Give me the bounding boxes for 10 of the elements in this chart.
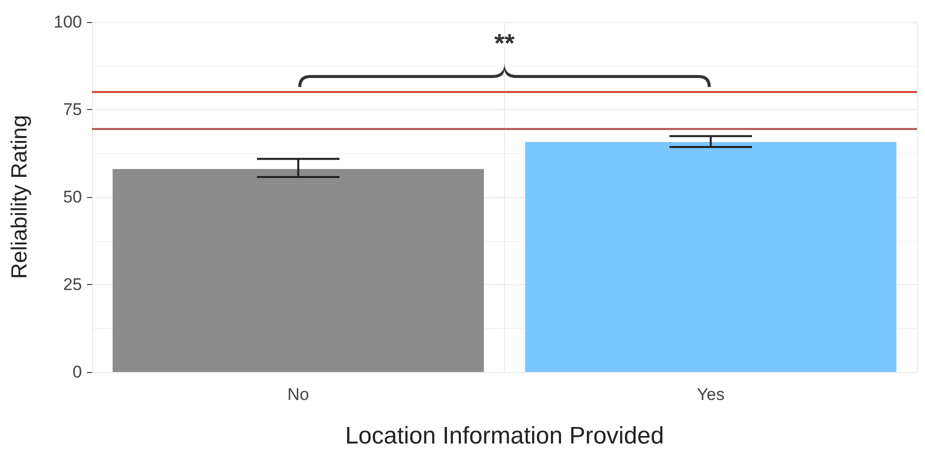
x-tick-label: No	[287, 385, 310, 404]
annotation: **	[493, 28, 516, 58]
y-tick-label: 75	[63, 100, 82, 119]
x-axis-title: Location Information Provided	[345, 422, 664, 450]
y-axis-title: Reliability Rating	[6, 115, 32, 279]
y-tick-label: 25	[63, 275, 82, 294]
y-tick-label: 50	[63, 188, 82, 206]
x-tick-label: Yes	[696, 385, 725, 404]
y-tick-label: 0	[72, 362, 82, 382]
y-tick-label: 100	[54, 12, 82, 32]
